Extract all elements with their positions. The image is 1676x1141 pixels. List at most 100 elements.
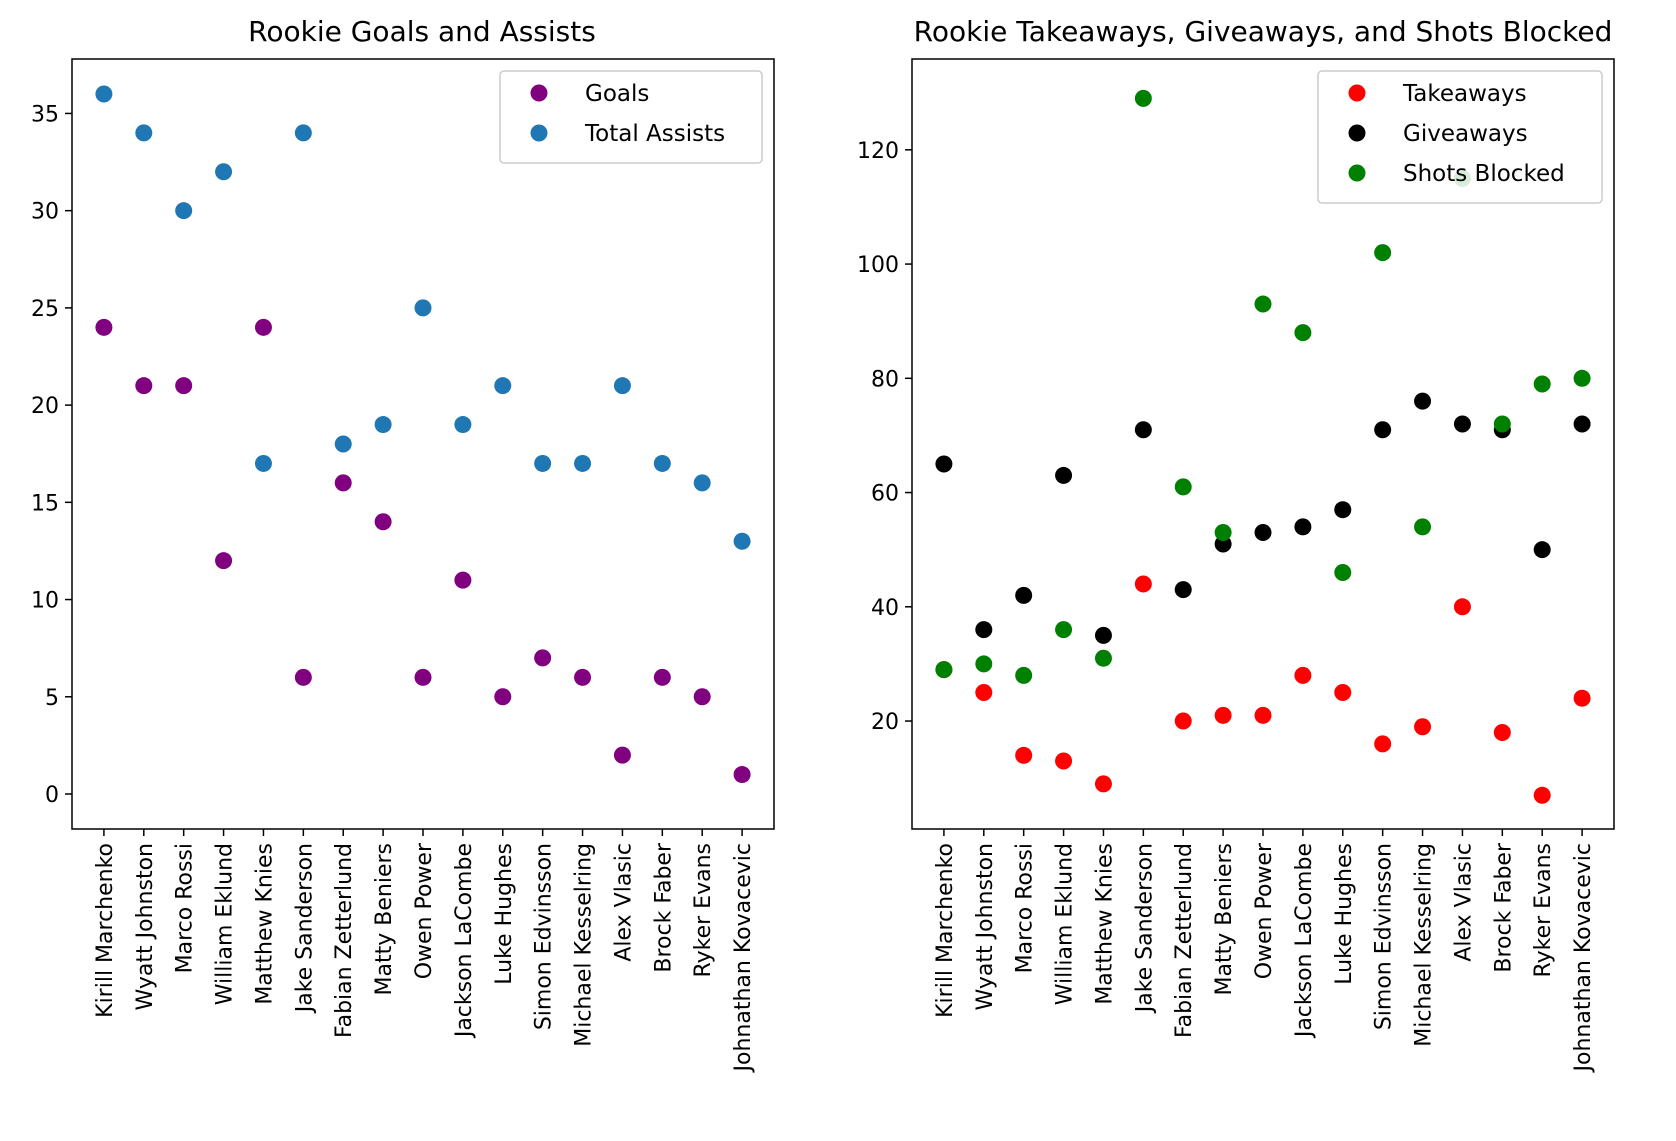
y-tick-label: 120: [857, 139, 899, 164]
legend-marker: [530, 124, 548, 142]
data-point: [1573, 689, 1591, 707]
data-point: [1334, 683, 1352, 701]
data-point: [574, 454, 592, 472]
x-tick-label: William Eklund: [1053, 843, 1078, 1005]
x-tick-label: Ryker Evans: [691, 843, 716, 977]
y-axis: 0 5 10 15 20 25 30 35: [31, 102, 72, 808]
x-tick-label: Fabian Zetterlund: [1172, 843, 1197, 1038]
x-tick-label: Kirill Marchenko: [93, 843, 118, 1018]
data-point: [374, 416, 392, 434]
scatter-points: [935, 89, 1591, 804]
x-tick-label: Jake Sanderson: [1132, 843, 1157, 1014]
data-point: [733, 766, 751, 784]
x-tick-label: Fabian Zetterlund: [332, 843, 357, 1038]
x-tick-label: Jake Sanderson: [292, 843, 317, 1014]
data-point: [1533, 375, 1551, 393]
y-tick-label: 0: [45, 783, 59, 808]
data-point: [175, 202, 193, 220]
data-point: [294, 668, 312, 686]
data-point: [1334, 564, 1352, 582]
data-point: [254, 318, 272, 336]
x-tick-label: Matthew Knies: [252, 843, 277, 1005]
data-point: [1214, 706, 1232, 724]
data-point: [935, 455, 953, 473]
y-tick-label: 15: [31, 491, 59, 516]
data-point: [733, 532, 751, 550]
y-tick-label: 25: [31, 297, 59, 322]
data-point: [254, 454, 272, 472]
chart-title: Rookie Goals and Assists: [248, 15, 596, 48]
legend-marker: [530, 84, 548, 102]
data-point: [95, 318, 113, 336]
x-tick-label: Matthew Knies: [1092, 843, 1117, 1005]
x-tick-label: Kirill Marchenko: [933, 843, 958, 1018]
data-point: [175, 377, 193, 395]
data-point: [1374, 421, 1392, 439]
x-tick-label: Matty Beniers: [372, 843, 397, 995]
y-tick-label: 80: [871, 367, 899, 392]
data-point: [1573, 369, 1591, 387]
x-tick-label: Brock Faber: [1491, 842, 1516, 973]
legend: Takeaways Giveaways Shots Blocked: [1317, 70, 1603, 204]
data-point: [1414, 718, 1432, 736]
data-point: [534, 454, 552, 472]
data-point: [1573, 415, 1591, 433]
data-point: [95, 85, 113, 103]
data-point: [1174, 712, 1192, 730]
goals-assists-chart: Rookie Goals and Assists 05101520253035 …: [31, 15, 775, 1073]
data-point: [693, 474, 711, 492]
data-point: [1414, 518, 1432, 536]
x-tick-label: Johnathan Kovacevic: [731, 843, 756, 1073]
legend-label: Giveaways: [1403, 121, 1528, 147]
legend-box: [1317, 70, 1603, 204]
data-point: [1094, 775, 1112, 793]
data-point: [1055, 752, 1073, 770]
y-tick-label: 40: [871, 596, 899, 621]
y-axis: 20 40 60 80 100 120: [857, 139, 912, 735]
legend-box: [499, 70, 763, 164]
data-point: [1374, 244, 1392, 262]
x-tick-label: Owen Power: [412, 842, 437, 979]
legend-marker: [1348, 124, 1366, 142]
data-point: [613, 746, 631, 764]
data-point: [494, 688, 512, 706]
data-point: [1453, 598, 1471, 616]
data-point: [1174, 581, 1192, 599]
x-tick-label: Luke Hughes: [492, 843, 517, 985]
x-tick-label: Michael Kesselring: [1412, 843, 1437, 1047]
y-tick-label: 100: [857, 253, 899, 278]
x-tick-label: Brock Faber: [651, 842, 676, 973]
data-point: [1015, 746, 1033, 764]
data-point: [574, 668, 592, 686]
data-point: [215, 163, 233, 181]
data-point: [1493, 723, 1511, 741]
data-point: [1015, 666, 1033, 684]
x-tick-label: Matty Beniers: [1212, 843, 1237, 995]
data-point: [1254, 706, 1272, 724]
x-tick-label: Ryker Evans: [1531, 843, 1556, 977]
data-point: [494, 377, 512, 395]
scatter-points: [95, 85, 751, 784]
data-point: [1294, 324, 1312, 342]
data-point: [454, 416, 472, 434]
data-point: [693, 688, 711, 706]
data-point: [1294, 666, 1312, 684]
data-point: [653, 668, 671, 686]
data-point: [975, 683, 993, 701]
data-point: [613, 377, 631, 395]
chart-title: Rookie Takeaways, Giveaways, and Shots B…: [914, 15, 1613, 48]
data-point: [1374, 735, 1392, 753]
legend-label: Takeaways: [1402, 81, 1527, 107]
y-tick-label: 30: [31, 200, 59, 225]
y-tick-label: 20: [31, 394, 59, 419]
y-tick-label: 20: [871, 710, 899, 735]
data-point: [1334, 501, 1352, 519]
y-tick-label: 10: [31, 589, 59, 614]
x-tick-label: Simon Edvinsson: [532, 843, 557, 1030]
y-tick-label: 35: [31, 102, 59, 127]
data-point: [414, 299, 432, 317]
legend-marker: [1348, 164, 1366, 182]
data-point: [653, 454, 671, 472]
x-tick-label: Michael Kesselring: [572, 843, 597, 1047]
